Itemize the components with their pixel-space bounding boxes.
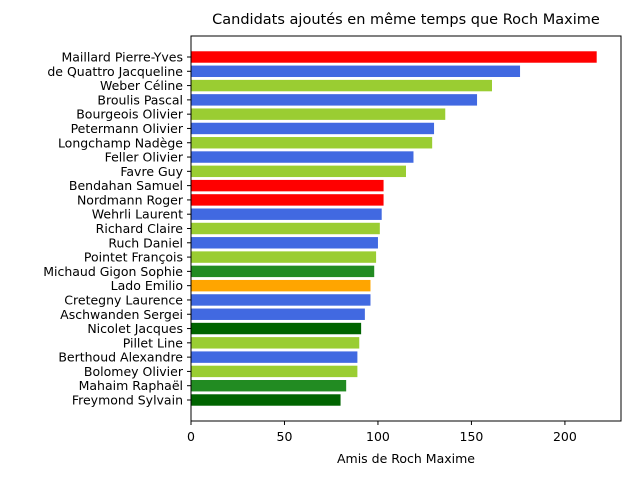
y-tick-label: Michaud Gigon Sophie — [43, 264, 183, 279]
bar — [191, 137, 433, 149]
x-tick-label: 150 — [460, 429, 484, 444]
plot-frame — [190, 35, 622, 422]
y-tick-label: Freymond Sylvain — [72, 393, 183, 408]
bar — [191, 51, 597, 63]
bar — [191, 208, 382, 220]
bar — [191, 365, 358, 378]
x-tick-label: 0 — [187, 429, 195, 444]
bar — [191, 165, 406, 178]
bar — [191, 151, 414, 163]
bar — [191, 94, 478, 106]
bar — [191, 379, 347, 392]
y-tick-label: Ruch Daniel — [108, 235, 183, 250]
y-tick-label: Nicolet Jacques — [87, 321, 183, 336]
y-tick-label: Bolomey Olivier — [84, 364, 184, 379]
y-tick-label: Bendahan Samuel — [69, 178, 183, 193]
bar — [191, 351, 358, 363]
x-axis-ticks: 0 50 100 150 200 — [187, 421, 577, 444]
y-tick-label: Weber Céline — [100, 78, 183, 93]
y-tick-label: Aschwanden Sergei — [60, 307, 183, 322]
y-tick-label: Mahaim Raphaël — [79, 378, 183, 393]
x-tick-label: 50 — [277, 429, 293, 444]
x-tick-label: 200 — [553, 429, 577, 444]
bar — [191, 65, 521, 78]
y-tick-label: de Quattro Jacqueline — [47, 64, 183, 79]
x-tick-label: 100 — [366, 429, 390, 444]
bar — [191, 265, 375, 278]
bar — [191, 222, 380, 235]
bar — [191, 279, 371, 292]
y-tick-label: Feller Olivier — [105, 150, 184, 165]
y-tick-label: Richard Claire — [96, 221, 184, 236]
bar — [191, 79, 492, 92]
y-tick-label: Longchamp Nadège — [58, 135, 183, 150]
y-tick-label: Berthoud Alexandre — [58, 350, 183, 365]
y-tick-label: Lado Emilio — [111, 278, 183, 293]
y-tick-label: Wehrli Laurent — [92, 207, 183, 222]
bar — [191, 308, 365, 320]
bar — [191, 194, 384, 206]
bar — [191, 179, 384, 192]
y-tick-label: Broulis Pascal — [97, 92, 183, 107]
y-tick-label: Pillet Line — [123, 335, 184, 350]
y-tick-label: Petermann Olivier — [71, 121, 184, 136]
bar — [191, 294, 371, 306]
bar — [191, 237, 378, 249]
bar — [191, 251, 377, 263]
bar — [191, 337, 360, 349]
bar — [191, 322, 362, 335]
bar — [191, 108, 446, 120]
y-tick-label: Cretegny Laurence — [64, 292, 183, 307]
bars-group — [191, 51, 597, 406]
chart-title: Candidats ajoutés en même temps que Roch… — [212, 12, 600, 28]
bar — [191, 394, 341, 406]
y-tick-label: Pointet François — [84, 250, 183, 265]
y-tick-label: Maillard Pierre-Yves — [61, 50, 183, 65]
y-tick-label: Favre Guy — [120, 164, 183, 179]
x-axis-label: Amis de Roch Maxime — [337, 451, 475, 466]
y-tick-label: Bourgeois Olivier — [76, 107, 184, 122]
bar — [191, 122, 435, 135]
y-tick-label: Nordmann Roger — [77, 192, 184, 207]
